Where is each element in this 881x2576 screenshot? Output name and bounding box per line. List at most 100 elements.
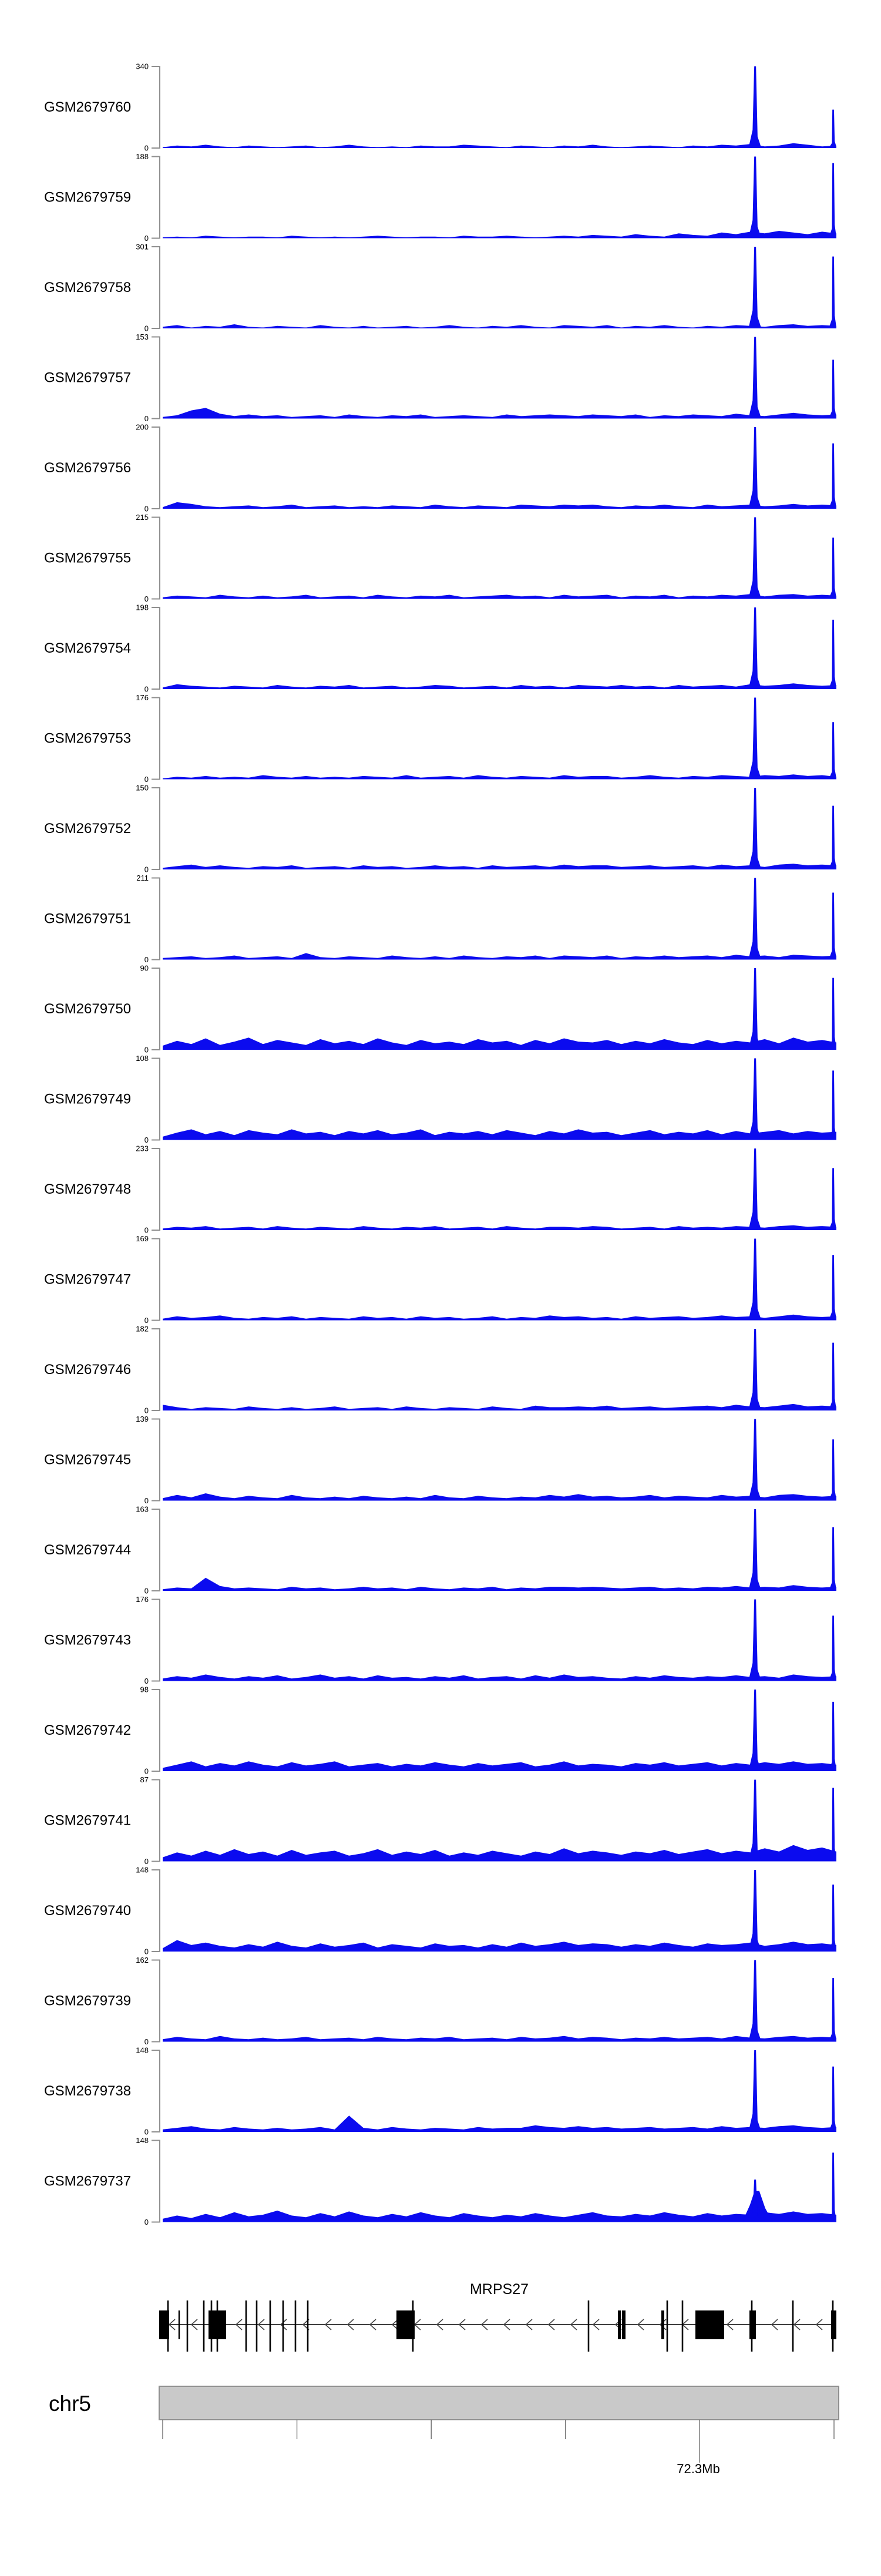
strand-arrow-left-icon xyxy=(436,2319,443,2330)
gene-exon-box xyxy=(831,2310,836,2339)
track-zero-label: 0 xyxy=(144,2128,149,2137)
track-name-label: GSM2679750 xyxy=(44,1001,131,1017)
track-name-label: GSM2679740 xyxy=(44,1903,131,1919)
strand-arrow-left-icon xyxy=(280,2319,287,2330)
axis-tick-label: 72.3Mb xyxy=(677,2461,719,2476)
track-signal-area xyxy=(163,1314,836,1321)
track-signal-area xyxy=(163,594,836,599)
track-zero-label: 0 xyxy=(144,1587,149,1596)
track-y-axis xyxy=(152,336,160,419)
track-ymax-label: 153 xyxy=(136,333,149,341)
track-ymax-label: 148 xyxy=(136,2136,149,2145)
track-signal-area xyxy=(163,1845,836,1862)
signal-track: 176 0 GSM2679753 xyxy=(44,693,836,784)
track-edge-peak xyxy=(828,2066,836,2132)
track-edge-peak xyxy=(828,1885,836,1952)
strand-arrow-left-icon xyxy=(347,2319,354,2330)
track-name-label: GSM2679754 xyxy=(44,640,131,656)
strand-arrow-left-icon xyxy=(547,2319,555,2330)
signal-track: 108 0 GSM2679749 xyxy=(44,1054,836,1144)
track-zero-label: 0 xyxy=(144,234,149,243)
track-y-axis xyxy=(152,1148,160,1231)
track-main-peak xyxy=(748,1148,762,1230)
track-edge-peak xyxy=(828,2152,836,2222)
track-main-peak xyxy=(748,66,762,148)
track-ymax-label: 188 xyxy=(136,152,149,161)
signal-track: 182 0 GSM2679746 xyxy=(44,1325,836,1415)
gene-exon-box xyxy=(159,2310,169,2339)
gene-exon-line xyxy=(666,2300,668,2352)
gene-exon-box xyxy=(209,2310,226,2339)
track-main-peak xyxy=(748,1329,762,1410)
gene-exon-line xyxy=(186,2300,189,2352)
track-zero-label: 0 xyxy=(144,505,149,513)
track-edge-peak xyxy=(828,722,836,780)
track-ymax-label: 200 xyxy=(136,423,149,432)
track-name-label: GSM2679760 xyxy=(44,99,131,115)
strand-arrow-left-icon xyxy=(815,2319,823,2330)
gene-title: MRPS27 xyxy=(470,2281,529,2298)
track-y-axis xyxy=(152,1418,160,1502)
track-name-label: GSM2679743 xyxy=(44,1633,131,1648)
signal-track: 176 0 GSM2679743 xyxy=(44,1595,836,1685)
track-y-axis xyxy=(152,787,160,870)
track-main-peak xyxy=(748,1238,762,1321)
track-ymax-label: 90 xyxy=(140,964,149,973)
gene-exon-line xyxy=(269,2300,271,2352)
track-name-label: GSM2679741 xyxy=(44,1813,131,1829)
track-edge-peak xyxy=(828,538,836,599)
track-y-axis xyxy=(152,697,160,780)
signal-track: 148 0 GSM2679738 xyxy=(44,2046,836,2137)
strand-arrow-left-icon xyxy=(592,2319,600,2330)
strand-arrow-left-icon xyxy=(480,2319,488,2330)
track-edge-peak xyxy=(828,1439,836,1501)
track-signal-area xyxy=(163,1225,836,1230)
track-y-axis xyxy=(152,877,160,960)
track-main-peak xyxy=(748,1599,762,1681)
track-name-label: GSM2679747 xyxy=(44,1272,131,1288)
chromosome-label: chr5 xyxy=(49,2392,91,2416)
gene-exon-box xyxy=(396,2310,415,2339)
track-zero-label: 0 xyxy=(144,1767,149,1776)
strand-arrow-left-icon xyxy=(235,2319,243,2330)
gene-exon-box xyxy=(622,2310,626,2339)
signal-track: 162 0 GSM2679739 xyxy=(44,1956,836,2046)
signal-track: 148 0 GSM2679737 xyxy=(44,2136,836,2226)
gene-exon-line xyxy=(255,2300,258,2352)
track-edge-peak xyxy=(828,1070,836,1140)
track-main-peak xyxy=(748,156,762,239)
track-main-peak xyxy=(748,1419,762,1501)
track-name-label: GSM2679746 xyxy=(44,1362,131,1378)
track-zero-label: 0 xyxy=(144,1677,149,1685)
strand-arrow-left-icon xyxy=(391,2319,399,2330)
track-ymax-label: 233 xyxy=(136,1144,149,1153)
track-zero-label: 0 xyxy=(144,595,149,603)
gene-exon-line xyxy=(282,2300,284,2352)
gene-exon-line xyxy=(792,2300,794,2352)
track-ymax-label: 163 xyxy=(136,1505,149,1514)
track-name-label: GSM2679742 xyxy=(44,1722,131,1738)
track-edge-peak xyxy=(828,1342,836,1410)
track-edge-peak xyxy=(828,1255,836,1321)
track-y-axis xyxy=(152,2140,160,2223)
signal-track: 340 0 GSM2679760 xyxy=(44,62,836,153)
signal-track: 150 0 GSM2679752 xyxy=(44,784,836,874)
track-signal-area xyxy=(163,683,836,689)
track-zero-label: 0 xyxy=(144,1046,149,1054)
gene-exon-line xyxy=(203,2300,205,2352)
track-y-axis xyxy=(152,1689,160,1772)
track-edge-peak xyxy=(828,892,836,960)
track-main-peak xyxy=(748,1058,762,1140)
track-y-axis xyxy=(152,1869,160,1952)
signal-track: 153 0 GSM2679757 xyxy=(44,333,836,423)
track-main-peak xyxy=(748,2050,762,2132)
track-y-axis xyxy=(152,156,160,239)
track-ymax-label: 150 xyxy=(136,784,149,792)
track-signal-area xyxy=(163,231,836,239)
track-signal-area xyxy=(163,143,836,148)
track-name-label: GSM2679749 xyxy=(44,1091,131,1107)
track-y-axis xyxy=(152,1238,160,1321)
track-y-axis xyxy=(152,2050,160,2132)
track-zero-label: 0 xyxy=(144,324,149,333)
track-main-peak xyxy=(748,1870,762,1952)
